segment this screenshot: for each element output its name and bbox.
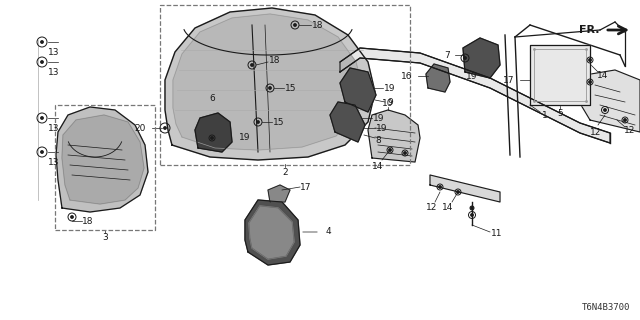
Circle shape <box>41 117 44 119</box>
Circle shape <box>164 127 166 129</box>
Text: 15: 15 <box>273 117 285 126</box>
Polygon shape <box>530 45 590 105</box>
Circle shape <box>589 59 591 61</box>
Circle shape <box>464 57 466 59</box>
Circle shape <box>624 119 626 121</box>
Text: 9: 9 <box>387 98 393 107</box>
Text: 12: 12 <box>426 203 438 212</box>
Text: 19: 19 <box>467 71 477 81</box>
Polygon shape <box>165 8 375 160</box>
Text: 6: 6 <box>209 93 215 102</box>
Polygon shape <box>330 102 365 142</box>
Circle shape <box>604 109 606 111</box>
Text: 18: 18 <box>269 55 281 65</box>
Circle shape <box>471 214 473 216</box>
Text: 17: 17 <box>502 76 514 84</box>
Text: 7: 7 <box>444 51 450 60</box>
Text: 3: 3 <box>102 234 108 243</box>
Text: 13: 13 <box>48 47 60 57</box>
Text: 19: 19 <box>373 114 385 123</box>
Polygon shape <box>195 113 232 152</box>
Text: 18: 18 <box>83 217 93 226</box>
Polygon shape <box>268 185 290 202</box>
Text: T6N4B3700: T6N4B3700 <box>582 303 630 312</box>
Polygon shape <box>56 107 148 212</box>
Polygon shape <box>173 14 363 150</box>
Polygon shape <box>249 206 294 259</box>
Circle shape <box>211 137 213 139</box>
Polygon shape <box>300 58 317 68</box>
Circle shape <box>41 61 44 63</box>
Circle shape <box>269 87 271 89</box>
Text: 17: 17 <box>300 182 312 191</box>
Text: 4: 4 <box>325 228 331 236</box>
Text: 16: 16 <box>401 71 412 81</box>
Text: 15: 15 <box>285 84 297 92</box>
Text: 13: 13 <box>48 157 60 166</box>
Text: 14: 14 <box>372 162 384 171</box>
Text: 13: 13 <box>48 124 60 132</box>
Circle shape <box>41 41 44 43</box>
Text: 19: 19 <box>376 124 388 132</box>
Polygon shape <box>340 48 610 143</box>
Text: 19: 19 <box>384 84 396 92</box>
Text: 14: 14 <box>597 70 609 79</box>
Polygon shape <box>62 115 144 204</box>
Bar <box>55 105 155 230</box>
Text: 14: 14 <box>442 203 454 212</box>
Circle shape <box>71 216 73 218</box>
Text: 19: 19 <box>239 132 251 141</box>
Text: 18: 18 <box>312 20 324 29</box>
Circle shape <box>251 64 253 66</box>
Polygon shape <box>315 48 345 82</box>
Circle shape <box>457 191 460 193</box>
Text: 8: 8 <box>375 135 381 145</box>
Bar <box>160 5 410 165</box>
Text: 11: 11 <box>492 229 503 238</box>
Polygon shape <box>463 38 500 78</box>
Polygon shape <box>340 68 376 112</box>
Circle shape <box>471 207 473 209</box>
Text: 13: 13 <box>48 68 60 76</box>
Text: 5: 5 <box>557 108 563 117</box>
Text: 10: 10 <box>382 99 394 108</box>
Circle shape <box>404 152 406 154</box>
Polygon shape <box>430 175 500 202</box>
Text: 12: 12 <box>624 125 636 134</box>
Polygon shape <box>575 70 640 132</box>
Text: 2: 2 <box>282 167 288 177</box>
Text: FR.: FR. <box>579 25 600 35</box>
Circle shape <box>294 24 296 26</box>
Text: 12: 12 <box>590 127 602 137</box>
Circle shape <box>257 121 259 123</box>
Circle shape <box>389 149 391 151</box>
Text: 1: 1 <box>542 110 548 119</box>
Circle shape <box>589 81 591 83</box>
Polygon shape <box>368 110 420 162</box>
Polygon shape <box>426 64 450 92</box>
Polygon shape <box>245 200 300 265</box>
Circle shape <box>41 151 44 153</box>
Text: 20: 20 <box>134 124 146 132</box>
Circle shape <box>439 186 441 188</box>
